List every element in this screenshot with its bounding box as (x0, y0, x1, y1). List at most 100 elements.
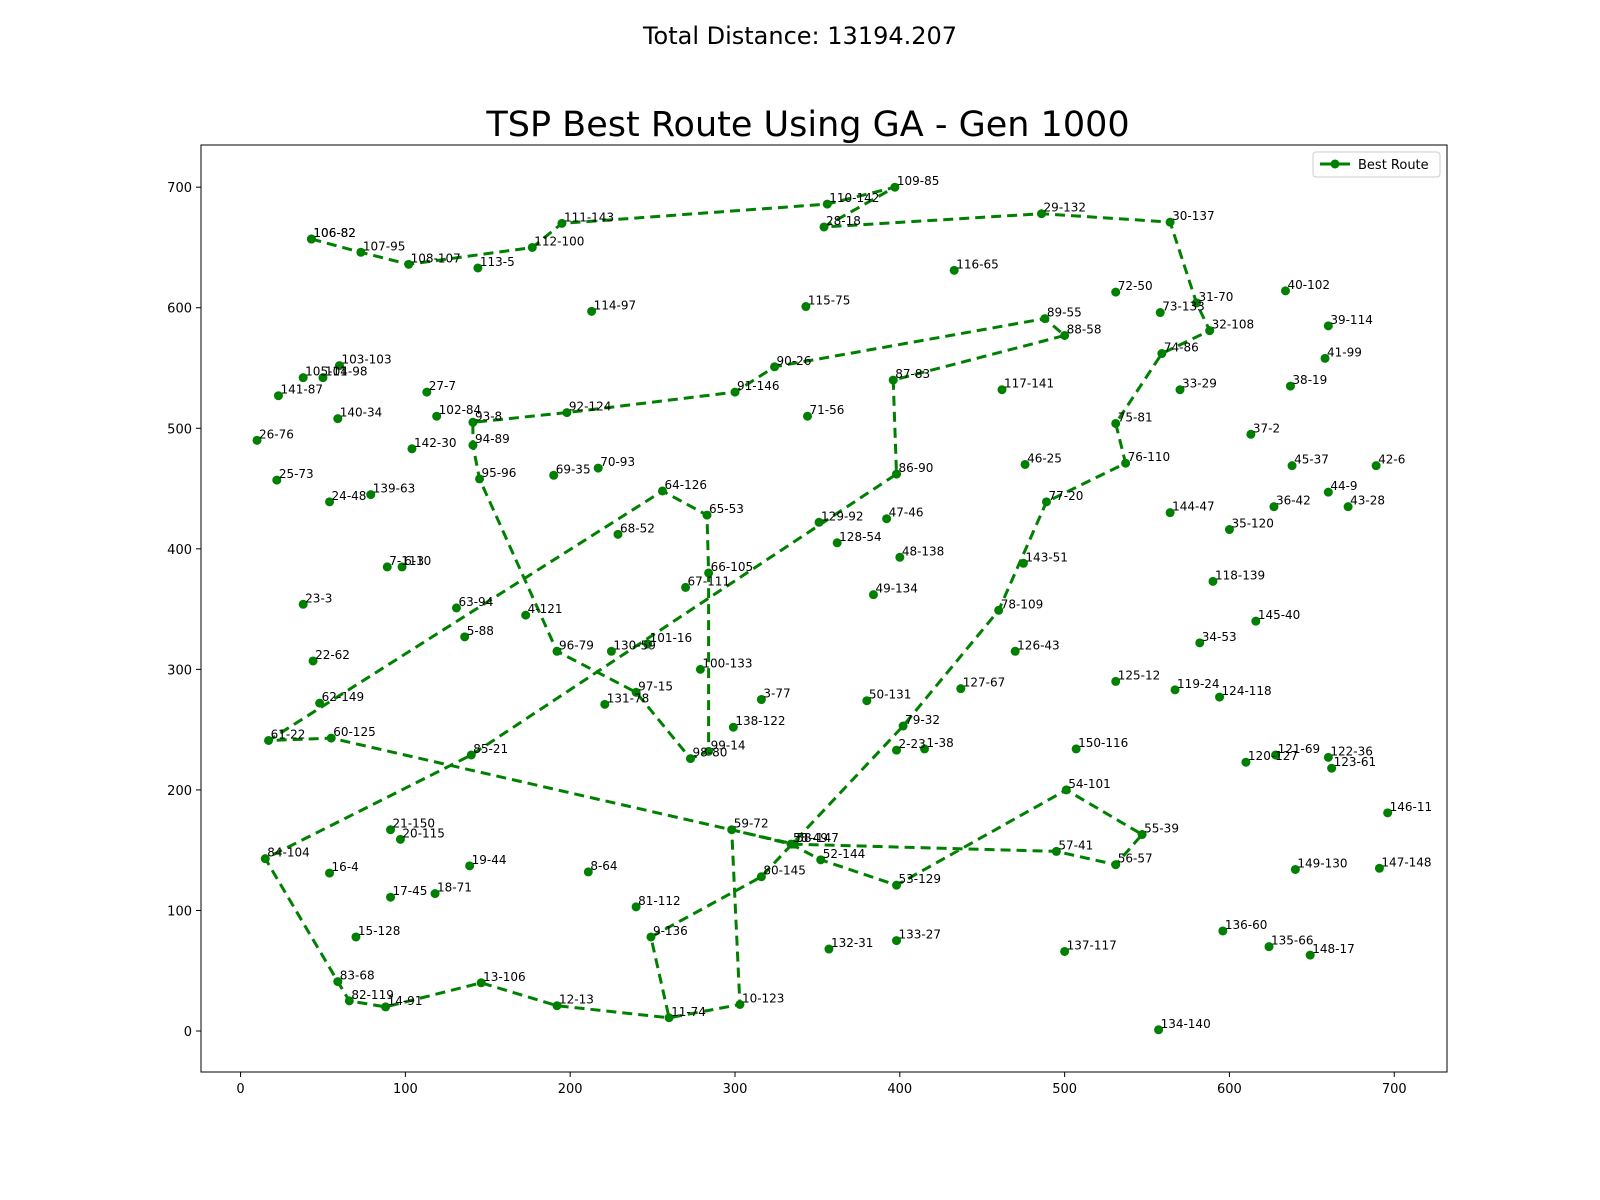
point-label: 149-130 (1297, 856, 1347, 870)
point-label: 104-98 (325, 365, 368, 379)
point-label: 53-129 (899, 872, 942, 886)
point-labels: 106-82 107-95 108-107 112-100 111-143 110-142… (259, 174, 1432, 1031)
point-label: 73-133 (1162, 300, 1205, 314)
route-point (1154, 1025, 1164, 1035)
point-label: 6-10 (404, 554, 431, 568)
point-label: 49-134 (875, 582, 918, 596)
point-label: 58-49 (793, 831, 828, 845)
point-label: 78-109 (1001, 597, 1044, 611)
route-point (735, 999, 745, 1009)
point-label: 40-102 (1287, 278, 1330, 292)
legend: Best Route (1312, 151, 1441, 178)
point-label: 95-96 (482, 466, 517, 480)
point-label: 102-84 (439, 403, 482, 417)
route-point (260, 854, 270, 864)
point-label: 70-93 (600, 455, 635, 469)
route-point (386, 892, 396, 902)
route-point (473, 263, 483, 273)
point-label: 143-51 (1025, 550, 1068, 564)
route-point (333, 414, 343, 424)
point-label: 101-16 (650, 631, 693, 645)
point-label: 117-141 (1004, 377, 1054, 391)
y-tick-label: 100 (167, 904, 192, 919)
route-point (1224, 525, 1234, 535)
point-label: 46-25 (1027, 451, 1062, 465)
point-label: 79-32 (905, 713, 940, 727)
x-tick-label: 300 (723, 1082, 748, 1097)
route-point (1111, 676, 1121, 686)
point-label: 69-35 (556, 462, 591, 476)
point-label: 4-121 (528, 602, 563, 616)
point-label: 128-54 (839, 530, 882, 544)
route-point (892, 936, 902, 946)
route-point (1371, 461, 1381, 471)
point-label: 59-72 (734, 817, 769, 831)
point-label: 84-104 (267, 846, 310, 860)
route-point (1170, 685, 1180, 695)
x-axis: 0 100 200 300 400 500 600 700 (236, 1072, 1407, 1097)
route-point (326, 733, 336, 743)
route-point (956, 684, 966, 694)
route-point (1383, 808, 1393, 818)
route-point (822, 199, 832, 209)
point-label: 50-131 (869, 688, 912, 702)
point-label: 11-74 (671, 1005, 706, 1019)
point-label: 67-111 (688, 574, 731, 588)
point-label: 122-36 (1330, 744, 1373, 758)
route-point (949, 265, 959, 275)
point-label: 111-143 (564, 210, 614, 224)
point-label: 108-107 (411, 251, 461, 265)
point-label: 86-90 (899, 461, 934, 475)
route-point (264, 735, 274, 745)
route-point (382, 562, 392, 572)
point-label: 97-15 (638, 679, 673, 693)
x-tick-label: 600 (1217, 1082, 1242, 1097)
route-point (1218, 926, 1228, 936)
route-point (890, 182, 900, 192)
route-point (997, 385, 1007, 395)
point-label: 45-37 (1294, 453, 1329, 467)
route-point (1111, 287, 1121, 297)
point-label: 87-83 (895, 367, 930, 381)
route-point (593, 463, 603, 473)
point-label: 139-63 (373, 482, 416, 496)
route-point (404, 259, 414, 269)
x-tick-label: 700 (1382, 1082, 1407, 1097)
route-point (397, 562, 407, 572)
point-label: 93-8 (475, 409, 502, 423)
point-label: 10-123 (742, 991, 785, 1005)
point-label: 55-39 (1144, 822, 1179, 836)
route-point (681, 582, 691, 592)
y-tick-label: 200 (167, 784, 192, 799)
point-label: 74-86 (1164, 341, 1199, 355)
route-segment (263, 185, 1212, 1020)
point-label: 130-59 (613, 638, 656, 652)
y-tick-label: 600 (167, 302, 192, 317)
route-point (1246, 429, 1256, 439)
route-point (1165, 217, 1175, 227)
point-label: 131-78 (607, 691, 650, 705)
route-point (1040, 314, 1050, 324)
route-point (308, 656, 318, 666)
point-label: 18-71 (437, 881, 472, 895)
point-label: 94-89 (475, 432, 510, 446)
route-point (646, 932, 656, 942)
point-label: 113-5 (480, 255, 515, 269)
point-label: 92-124 (569, 400, 612, 414)
route-point (994, 605, 1004, 615)
legend-box (1312, 151, 1441, 178)
route-point (432, 411, 442, 421)
point-label: 148-17 (1312, 942, 1355, 956)
point-label: 32-108 (1212, 318, 1255, 332)
route-point (727, 825, 737, 835)
point-label: 146-11 (1390, 800, 1433, 814)
point-label: 41-99 (1327, 345, 1362, 359)
route-point (325, 868, 335, 878)
point-label: 19-44 (472, 853, 507, 867)
point-label: 54-101 (1068, 777, 1111, 791)
route-point (1374, 863, 1384, 873)
point-label: 8-64 (590, 859, 617, 873)
plot-area (200, 144, 1448, 1073)
route-point (298, 373, 308, 383)
route-point (552, 646, 562, 656)
